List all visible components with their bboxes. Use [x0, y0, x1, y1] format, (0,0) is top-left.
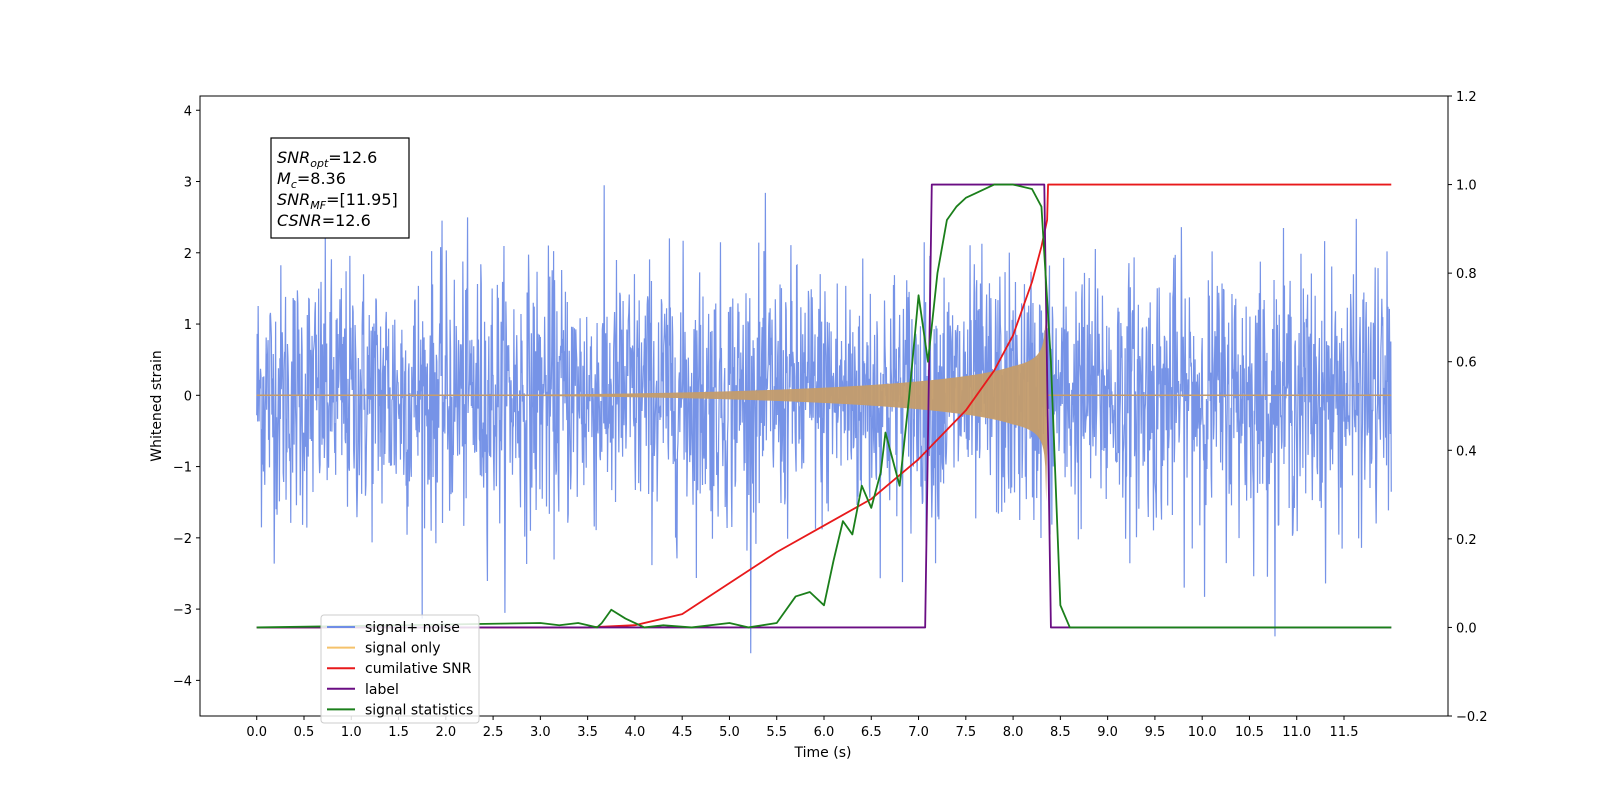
y-tick-label: −3	[173, 603, 192, 618]
series-signal-statistics	[256, 183, 1392, 629]
x-tick-label: 0.5	[294, 725, 315, 740]
y2-tick-label: 0.4	[1456, 444, 1477, 459]
legend-frame	[320, 614, 480, 724]
legend-item-cumilative-snr: cumilative SNR	[327, 661, 472, 677]
x-tick-label: 7.5	[955, 725, 976, 740]
y-tick-label: 3	[184, 176, 192, 191]
x-tick-label: 5.0	[719, 725, 740, 740]
annotation-subscript: MF	[310, 199, 326, 212]
y-tick-label: 0	[184, 389, 192, 404]
x-tick-label: 7.0	[908, 725, 929, 740]
series-layer	[256, 183, 1392, 654]
annotation-symbol: M	[277, 169, 291, 188]
x-tick-label: 9.0	[1097, 725, 1118, 740]
legend-item-signal-noise: signal+ noise	[327, 620, 460, 636]
y-tick-label: 1	[184, 318, 192, 333]
annotation-value: =12.6	[328, 148, 377, 167]
y2-tick-label: 1.2	[1456, 90, 1477, 105]
x-tick-label: 0.0	[246, 725, 267, 740]
annotation-line: Mc=8.36	[277, 169, 346, 191]
y2-tick-label: 0.0	[1456, 621, 1477, 636]
annotation-line: SNRMF=[11.95]	[277, 190, 398, 212]
chirp-envelope	[256, 289, 1049, 502]
annotation-line: SNRopt=12.6	[277, 148, 377, 170]
x-tick-label: 4.0	[625, 725, 646, 740]
x-tick-label: 2.0	[435, 725, 456, 740]
legend-item-signal-only: signal only	[327, 641, 440, 657]
y2-tick-label: 0.6	[1456, 356, 1477, 371]
legend-label: signal statistics	[365, 702, 473, 718]
legend-label: signal+ noise	[365, 620, 460, 636]
x-tick-label: 10.5	[1235, 725, 1264, 740]
legend-item-label: label	[327, 682, 399, 698]
x-tick-label: 11.5	[1330, 725, 1359, 740]
annotation-subscript: c	[291, 178, 297, 191]
x-tick-label: 9.5	[1145, 725, 1166, 740]
x-tick-label: 6.5	[861, 725, 882, 740]
legend-label: cumilative SNR	[365, 661, 472, 677]
x-tick-label: 6.0	[814, 725, 835, 740]
series-signal-only	[256, 289, 1392, 502]
x-tick-label: 4.5	[672, 725, 693, 740]
x-tick-label: 3.0	[530, 725, 551, 740]
legend-label: signal only	[365, 641, 440, 657]
y-axis-label: Whitened strain	[149, 350, 165, 461]
annotation-frame	[270, 137, 410, 239]
x-tick-label: 11.0	[1282, 725, 1311, 740]
annotation-subscript: opt	[310, 157, 329, 170]
annotation-symbol: SNR	[277, 148, 310, 167]
y-tick-label: 2	[184, 247, 192, 262]
legend-item-signal-statistics: signal statistics	[327, 702, 473, 718]
annotation-symbol: CSNR	[277, 211, 322, 230]
y-tick-label: −2	[173, 532, 192, 547]
legend-label: label	[365, 682, 399, 698]
annotation-value: =8.36	[297, 169, 346, 188]
x-tick-label: 1.5	[388, 725, 409, 740]
x-tick-label: 3.5	[577, 725, 598, 740]
annotation-value: =12.6	[322, 211, 371, 230]
annotation-symbol: SNR	[277, 190, 310, 209]
x-tick-label: 5.5	[766, 725, 787, 740]
y-tick-label: 4	[184, 104, 192, 119]
y2-tick-label: −0.2	[1456, 710, 1488, 725]
x-tick-label: 8.0	[1003, 725, 1024, 740]
y-tick-label: −1	[173, 461, 192, 476]
series-line	[256, 185, 1392, 654]
y2-tick-label: 0.2	[1456, 533, 1477, 548]
ticks-layer: 0.0 0.5 1.0 1.5 2.0 2.5 3.0 3.5 4.0 4.5 5.0 5.5 6.0 6…	[173, 90, 1488, 740]
y2-tick-label: 1.0	[1456, 179, 1477, 194]
x-tick-label: 10.0	[1188, 725, 1217, 740]
y-tick-label: −4	[173, 674, 192, 689]
x-tick-label: 1.0	[341, 725, 362, 740]
annotation-line: CSNR=12.6	[277, 211, 371, 230]
x-tick-label: 8.5	[1050, 725, 1071, 740]
annotation-value: =[11.95]	[326, 190, 398, 209]
series-signal-noise	[256, 185, 1392, 654]
legend: signal+ noise signal only cumilative SNR la…	[320, 614, 480, 724]
x-axis-label: Time (s)	[794, 745, 852, 761]
series-line	[256, 183, 1392, 629]
y2-tick-label: 0.8	[1456, 267, 1477, 282]
x-tick-label: 2.5	[483, 725, 504, 740]
